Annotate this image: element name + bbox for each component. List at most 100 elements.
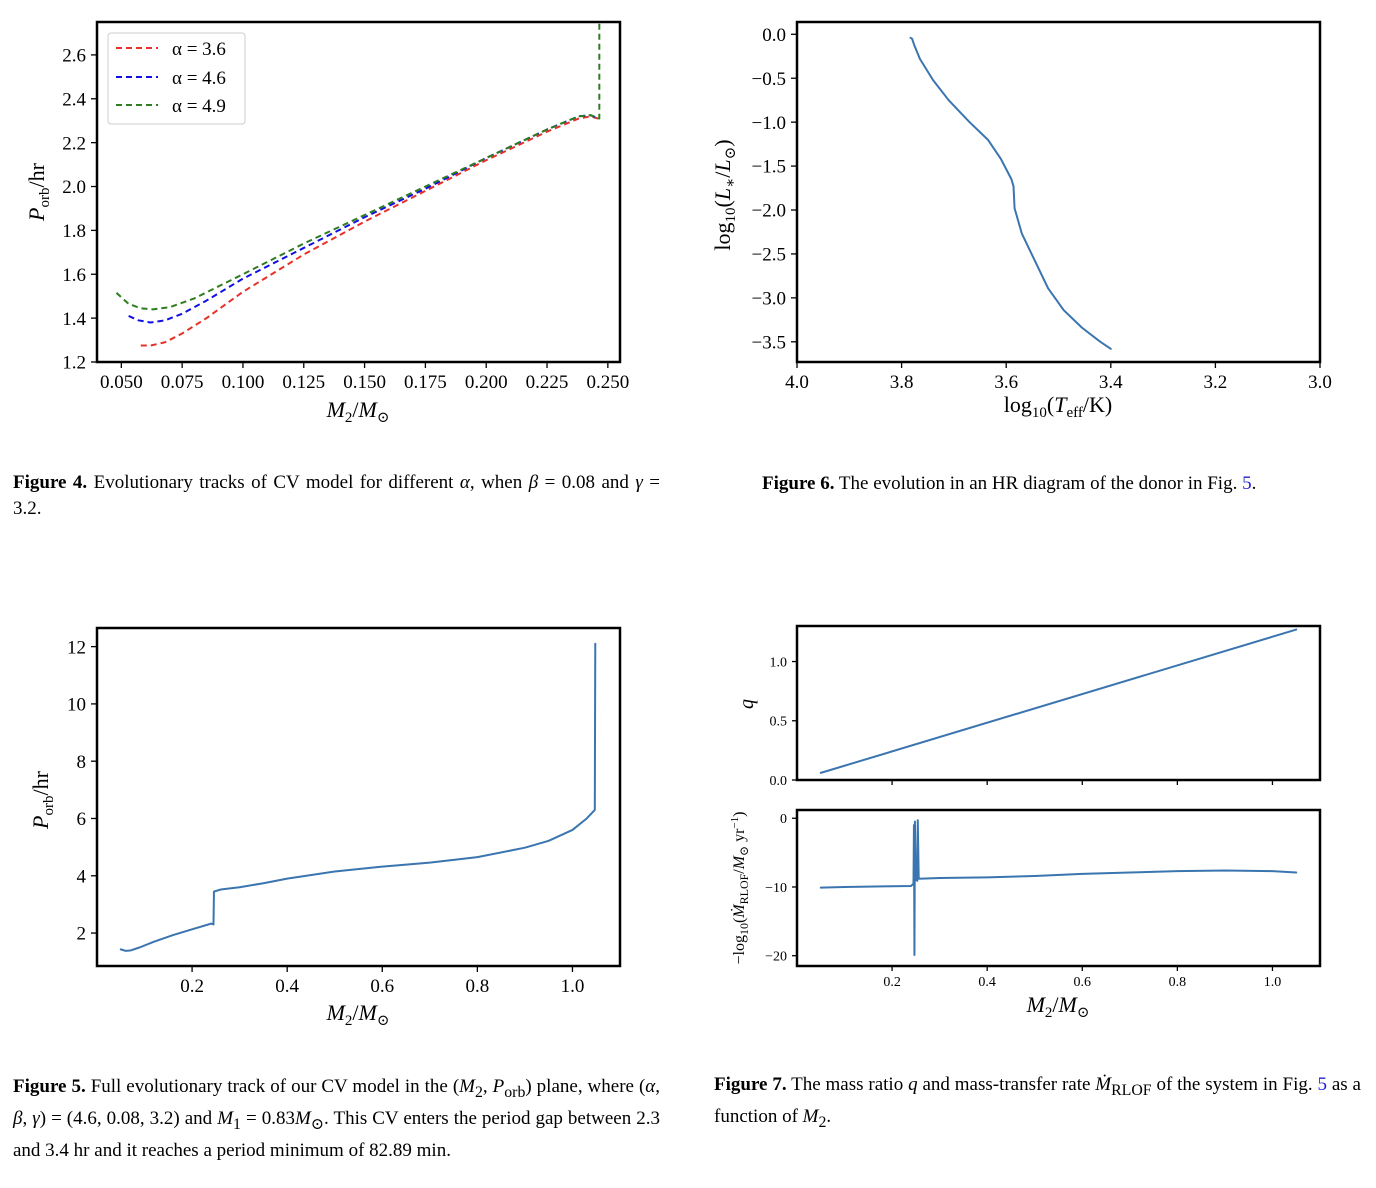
fig4-x-tick-label: 0.175 <box>404 372 447 393</box>
fig7-bottom-y-tick-label: 0 <box>780 812 787 827</box>
fig7-top-marks: 0.0 0.5 1.0 <box>770 628 1298 789</box>
fig6-marks: 4.0 3.8 3.6 3.4 3.2 3.0 0.0 −0.5 −1.0 −1.5 −2.0 −2.… <box>752 25 1332 393</box>
fig7-top-y-tick-label: 0.5 <box>770 715 788 730</box>
fig5-x-tick-label: 0.4 <box>275 976 299 997</box>
fig5-y-tick-label: 2 <box>77 924 87 945</box>
fig5-chart: 0.2 0.4 0.6 0.8 1.0 2 4 6 8 10 12 M2/M⊙ Porb/hr <box>28 626 622 1029</box>
fig5-y-tick-label: 8 <box>77 752 87 773</box>
fig6-y-axis-label: log10(L∗/L⊙) <box>710 139 739 250</box>
fig4-marks: 0.050 0.075 0.100 0.125 0.150 0.175 0.200 0.225… <box>62 22 629 393</box>
fig7-bottom-marks: 0.2 0.4 0.6 0.8 1.0 0 −10 −20 <box>765 812 1298 990</box>
fig7-x-axis-label: M2/M⊙ <box>1026 992 1090 1021</box>
fig4-y-tick-label: 1.4 <box>62 309 86 330</box>
fig4-series-line-1 <box>128 114 599 324</box>
fig4-y-tick-label: 1.2 <box>62 353 86 374</box>
fig6-series-line-0 <box>909 36 1112 350</box>
fig7-top-y-tick-label: 0.0 <box>770 774 788 789</box>
fig6-plot-frame <box>795 20 1322 364</box>
fig7-bottom-x-tick-label: 0.6 <box>1074 975 1092 990</box>
fig6-y-tick-label: 0.0 <box>762 25 786 46</box>
fig5-x-tick-label: 0.8 <box>465 976 489 997</box>
fig5-y-tick-label: 6 <box>77 809 87 830</box>
fig4-y-tick-label: 2.6 <box>62 46 86 67</box>
fig7-bottom-x-tick-label: 1.0 <box>1264 975 1282 990</box>
fig5-y-tick-label: 10 <box>67 695 86 716</box>
fig6-x-axis-label: log10(Teff/K) <box>1004 392 1112 421</box>
fig4-chart: 0.050 0.075 0.100 0.125 0.150 0.175 0.200 0.225… <box>24 20 629 426</box>
fig4-y-tick-label: 1.6 <box>62 265 86 286</box>
fig4-legend-box <box>107 32 246 125</box>
fig5-marks: 0.2 0.4 0.6 0.8 1.0 2 4 6 8 10 12 <box>67 637 597 997</box>
fig7-top-series-line-0 <box>819 628 1298 774</box>
fig7-top-plot-frame <box>795 624 1322 782</box>
fig4-plot-frame <box>95 20 622 364</box>
fig5-series-line-0 <box>119 642 597 952</box>
fig4-x-tick-label: 0.100 <box>222 372 265 393</box>
fig4-y-tick-label: 2.2 <box>62 133 86 154</box>
fig6-y-tick-label: −1.0 <box>752 113 786 134</box>
fig6-y-tick-label: −2.0 <box>752 201 786 222</box>
fig4-legend: α = 3.6 α = 4.6 α = 4.9 <box>107 32 246 125</box>
fig7-bottom-x-tick-label: 0.8 <box>1169 975 1187 990</box>
fig7-bottom-x-tick-label: 0.4 <box>978 975 996 990</box>
fig7-caption-text: The mass ratio q and mass-transfer rate … <box>714 1074 1361 1131</box>
fig7-bottom-plot-frame <box>795 808 1322 968</box>
fig6-x-tick-label: 3.4 <box>1099 372 1123 393</box>
fig7-bottom-y-tick-label: −10 <box>765 881 787 896</box>
fig4-x-tick-label: 0.150 <box>343 372 386 393</box>
fig5-plot-frame <box>95 626 622 968</box>
fig4-x-tick-label: 0.125 <box>282 372 325 393</box>
fig4-y-tick-label: 2.0 <box>62 177 86 198</box>
legend-label-alpha-4-6: α = 4.6 <box>172 68 226 89</box>
fig6-x-tick-label: 3.0 <box>1308 372 1332 393</box>
fig4-caption-label: Figure 4. <box>13 472 88 493</box>
fig4-x-tick-label: 0.250 <box>586 372 629 393</box>
fig7-top-y-tick-label: 1.0 <box>770 655 788 670</box>
fig7-bottom-series-line-0 <box>819 819 1298 956</box>
fig4-caption: Figure 4. Evolutionary tracks of CV mode… <box>13 470 660 522</box>
fig5-caption-text: Full evolutionary track of our CV model … <box>13 1076 661 1161</box>
fig6-y-tick-label: −0.5 <box>752 69 786 90</box>
fig7-caption-label: Figure 7. <box>714 1074 787 1095</box>
fig4-x-tick-label: 0.225 <box>526 372 569 393</box>
fig7-top-chart: 0.0 0.5 1.0 q <box>736 624 1322 789</box>
fig5-x-tick-label: 0.6 <box>370 976 394 997</box>
fig4-y-tick-label: 1.8 <box>62 221 86 242</box>
fig5-y-tick-label: 12 <box>67 637 86 658</box>
fig7-bottom-y-axis-label: −log10(ṀRLOF/M⊙ yr−1) <box>729 811 751 964</box>
fig5-x-tick-label: 0.2 <box>180 976 204 997</box>
fig6-x-tick-label: 3.8 <box>890 372 914 393</box>
fig6-y-tick-label: −2.5 <box>752 245 786 266</box>
fig4-x-tick-label: 0.050 <box>100 372 143 393</box>
fig7-caption: Figure 7. The mass ratio q and mass-tran… <box>714 1072 1361 1136</box>
fig6-x-tick-label: 4.0 <box>785 372 809 393</box>
fig7-bottom-chart: 0.2 0.4 0.6 0.8 1.0 0 −10 −20 M2/M⊙ −log10(ṀRLO… <box>729 808 1322 1021</box>
fig7-bottom-y-tick-label: −20 <box>765 950 787 965</box>
fig6-caption: Figure 6. The evolution in an HR diagram… <box>762 471 1362 497</box>
fig4-series-line-0 <box>140 115 599 347</box>
fig5-y-tick-label: 4 <box>77 866 87 887</box>
fig6-y-tick-label: −1.5 <box>752 157 786 178</box>
fig4-x-tick-label: 0.075 <box>161 372 204 393</box>
fig6-y-tick-label: −3.0 <box>752 289 786 310</box>
fig6-x-tick-label: 3.2 <box>1204 372 1228 393</box>
fig6-x-tick-label: 3.6 <box>994 372 1018 393</box>
fig5-caption-label: Figure 5. <box>13 1076 86 1097</box>
fig5-caption: Figure 5. Full evolutionary track of our… <box>13 1074 660 1164</box>
fig6-caption-text: The evolution in an HR diagram of the do… <box>838 473 1257 494</box>
legend-label-alpha-3-6: α = 3.6 <box>172 39 226 60</box>
fig7-top-y-axis-label: q <box>736 699 758 709</box>
fig4-caption-text: Evolutionary tracks of CV model for diff… <box>13 472 661 519</box>
fig4-y-axis-label: Porb/hr <box>24 162 53 222</box>
fig5-y-axis-label: Porb/hr <box>28 770 57 830</box>
fig6-chart: 4.0 3.8 3.6 3.4 3.2 3.0 0.0 −0.5 −1.0 −1.5 −2.0 −2.… <box>710 20 1332 421</box>
fig4-series-line-2 <box>115 22 601 311</box>
fig4-x-axis-label: M2/M⊙ <box>326 397 390 426</box>
fig4-x-tick-label: 0.200 <box>465 372 508 393</box>
fig4-y-tick-label: 2.4 <box>62 89 86 110</box>
fig5-x-axis-label: M2/M⊙ <box>326 1000 390 1029</box>
fig5-x-tick-label: 1.0 <box>561 976 585 997</box>
legend-label-alpha-4-9: α = 4.9 <box>172 96 226 117</box>
fig6-caption-label: Figure 6. <box>762 473 835 494</box>
